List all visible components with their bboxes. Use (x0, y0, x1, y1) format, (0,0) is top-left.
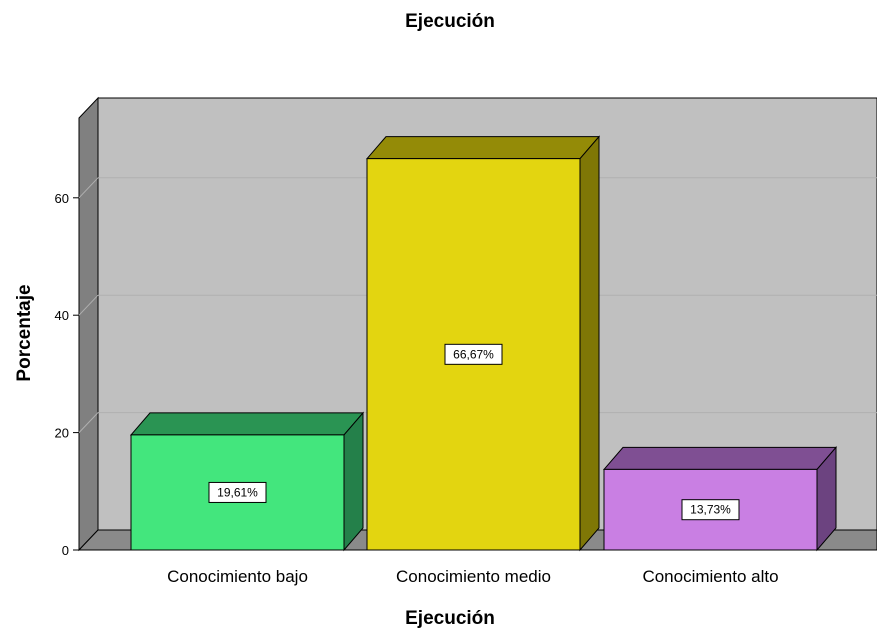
x-axis-categories: Conocimiento bajo Conocimiento medio Conoc… (167, 567, 778, 586)
chart-title: Ejecución (405, 11, 495, 32)
bar-2: 66,67% (365, 135, 601, 552)
y-tick-label: 20 (55, 426, 69, 441)
data-label-box (208, 481, 267, 503)
bar-top-face (365, 136, 601, 160)
data-label: 13,73% (690, 503, 731, 517)
y-axis-title: Porcentaje (14, 284, 35, 381)
bar-side-face (579, 135, 600, 552)
chart-title-text: Ejecución (405, 11, 495, 32)
gridline-side (78, 294, 99, 316)
x-tick-label: Conocimiento alto (642, 567, 778, 586)
x-axis-title: Ejecución (405, 608, 495, 629)
data-label-box (444, 343, 503, 365)
bar-1: 19,61% (129, 411, 365, 552)
gridline-side (78, 177, 99, 199)
x-tick-label: Conocimiento medio (396, 567, 551, 586)
x-tick-label: Conocimiento bajo (167, 567, 308, 586)
bar-top-face (602, 446, 838, 470)
data-label-box (681, 499, 740, 521)
data-label: 66,67% (453, 347, 494, 361)
gridline-side (78, 412, 99, 433)
plot-side-wall (78, 96, 99, 552)
data-label: 19,61% (217, 485, 258, 499)
bar-side-face (343, 411, 364, 552)
y-tick-label: 60 (55, 191, 69, 206)
bar-3: 13,73% (602, 446, 838, 552)
y-tick-label: 0 (62, 543, 69, 558)
y-tick-label: 40 (55, 308, 69, 323)
y-axis-ticks: 0 20 40 60 (55, 191, 79, 558)
bar-top-face (129, 412, 365, 436)
bars: 19,61% 66,67% 13,73% (129, 135, 838, 552)
